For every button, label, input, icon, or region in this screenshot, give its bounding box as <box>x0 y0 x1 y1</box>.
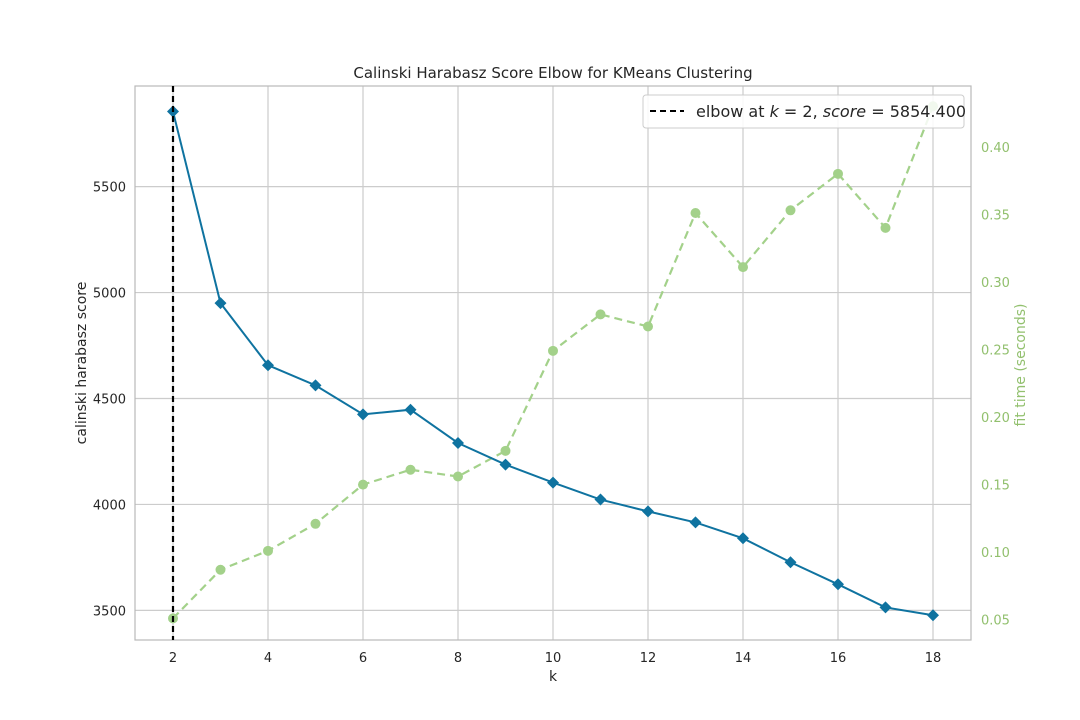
fit-time-point <box>215 564 226 575</box>
score-point <box>309 379 322 392</box>
y2-tick-label: 0.40 <box>981 141 1010 156</box>
score-point <box>499 458 512 471</box>
fit-time-point <box>643 321 653 332</box>
legend-box <box>642 94 965 129</box>
y-tick-label: 4000 <box>93 498 126 513</box>
score-point <box>404 403 417 416</box>
fit-time-point <box>690 208 701 219</box>
x-tick-label: 2 <box>169 651 177 666</box>
series-layer <box>167 86 939 640</box>
fit-time-point <box>310 518 321 529</box>
x-axis-label: k <box>549 669 558 685</box>
score-point <box>879 601 892 614</box>
fit-time-point <box>405 464 416 475</box>
score-point <box>784 556 797 569</box>
chart-title: Calinski Harabasz Score Elbow for KMeans… <box>353 64 752 82</box>
x-tick-label: 8 <box>454 651 462 666</box>
x-tick-label: 14 <box>735 651 752 666</box>
score-point <box>547 476 559 489</box>
y2-tick-label: 0.05 <box>981 614 1010 629</box>
legend-score-eq: = 5854.400 <box>866 102 966 121</box>
legend-prefix: elbow at <box>696 102 770 121</box>
y2-tick-label: 0.10 <box>981 546 1010 561</box>
y2-axis-label: fit time (seconds) <box>1013 304 1029 427</box>
grid-lines <box>135 86 971 640</box>
y2-tick-label: 0.35 <box>981 208 1010 223</box>
x-tick-label: 4 <box>264 651 272 666</box>
legend-k-eq: = 2, <box>779 102 823 121</box>
score-point <box>594 493 607 506</box>
legend: elbow at k = 2, score = 5854.400 <box>642 94 966 129</box>
y2-tick-label: 0.15 <box>981 479 1010 494</box>
fit-time-point <box>595 309 606 320</box>
fit-time-point <box>453 471 463 482</box>
x-tick-label: 18 <box>925 651 942 666</box>
score-point <box>689 516 702 529</box>
legend-score-var: score <box>823 102 867 121</box>
fit-time-point <box>880 222 891 233</box>
legend-label: elbow at k = 2, score = 5854.400 <box>696 102 966 121</box>
score-point <box>927 609 939 622</box>
tick-labels: 2 4 6 8 10 12 14 16 18 3500 4000 4500 5000 5500 0.05 0.… <box>93 141 1010 666</box>
fit-time-point <box>548 345 558 356</box>
x-tick-label: 16 <box>830 651 847 666</box>
x-tick-label: 12 <box>640 651 657 666</box>
score-point <box>832 578 844 591</box>
x-tick-label: 6 <box>359 651 367 666</box>
x-tick-label: 10 <box>545 651 562 666</box>
score-point <box>642 505 654 518</box>
y2-tick-label: 0.30 <box>981 276 1010 291</box>
score-point <box>452 436 464 449</box>
y2-tick-label: 0.25 <box>981 343 1010 358</box>
y2-tick-label: 0.20 <box>981 411 1010 426</box>
y-tick-label: 3500 <box>93 604 126 619</box>
y-tick-label: 4500 <box>93 392 126 407</box>
plot-frame <box>134 85 972 641</box>
score-point <box>214 297 227 310</box>
fit-time-point <box>263 545 273 556</box>
y-axis-label: calinski harabasz score <box>74 282 90 445</box>
score-point <box>737 532 749 545</box>
fit-time-point <box>833 168 843 179</box>
y-tick-label: 5000 <box>93 287 126 302</box>
y-tick-label: 5500 <box>93 181 126 196</box>
score-point <box>357 408 369 421</box>
fit-time-point <box>785 205 796 216</box>
fit-time-point <box>358 479 368 490</box>
fit-time-point <box>738 262 748 273</box>
legend-k-var: k <box>770 102 780 121</box>
score-point <box>262 359 274 372</box>
fit-time-point <box>500 445 511 456</box>
